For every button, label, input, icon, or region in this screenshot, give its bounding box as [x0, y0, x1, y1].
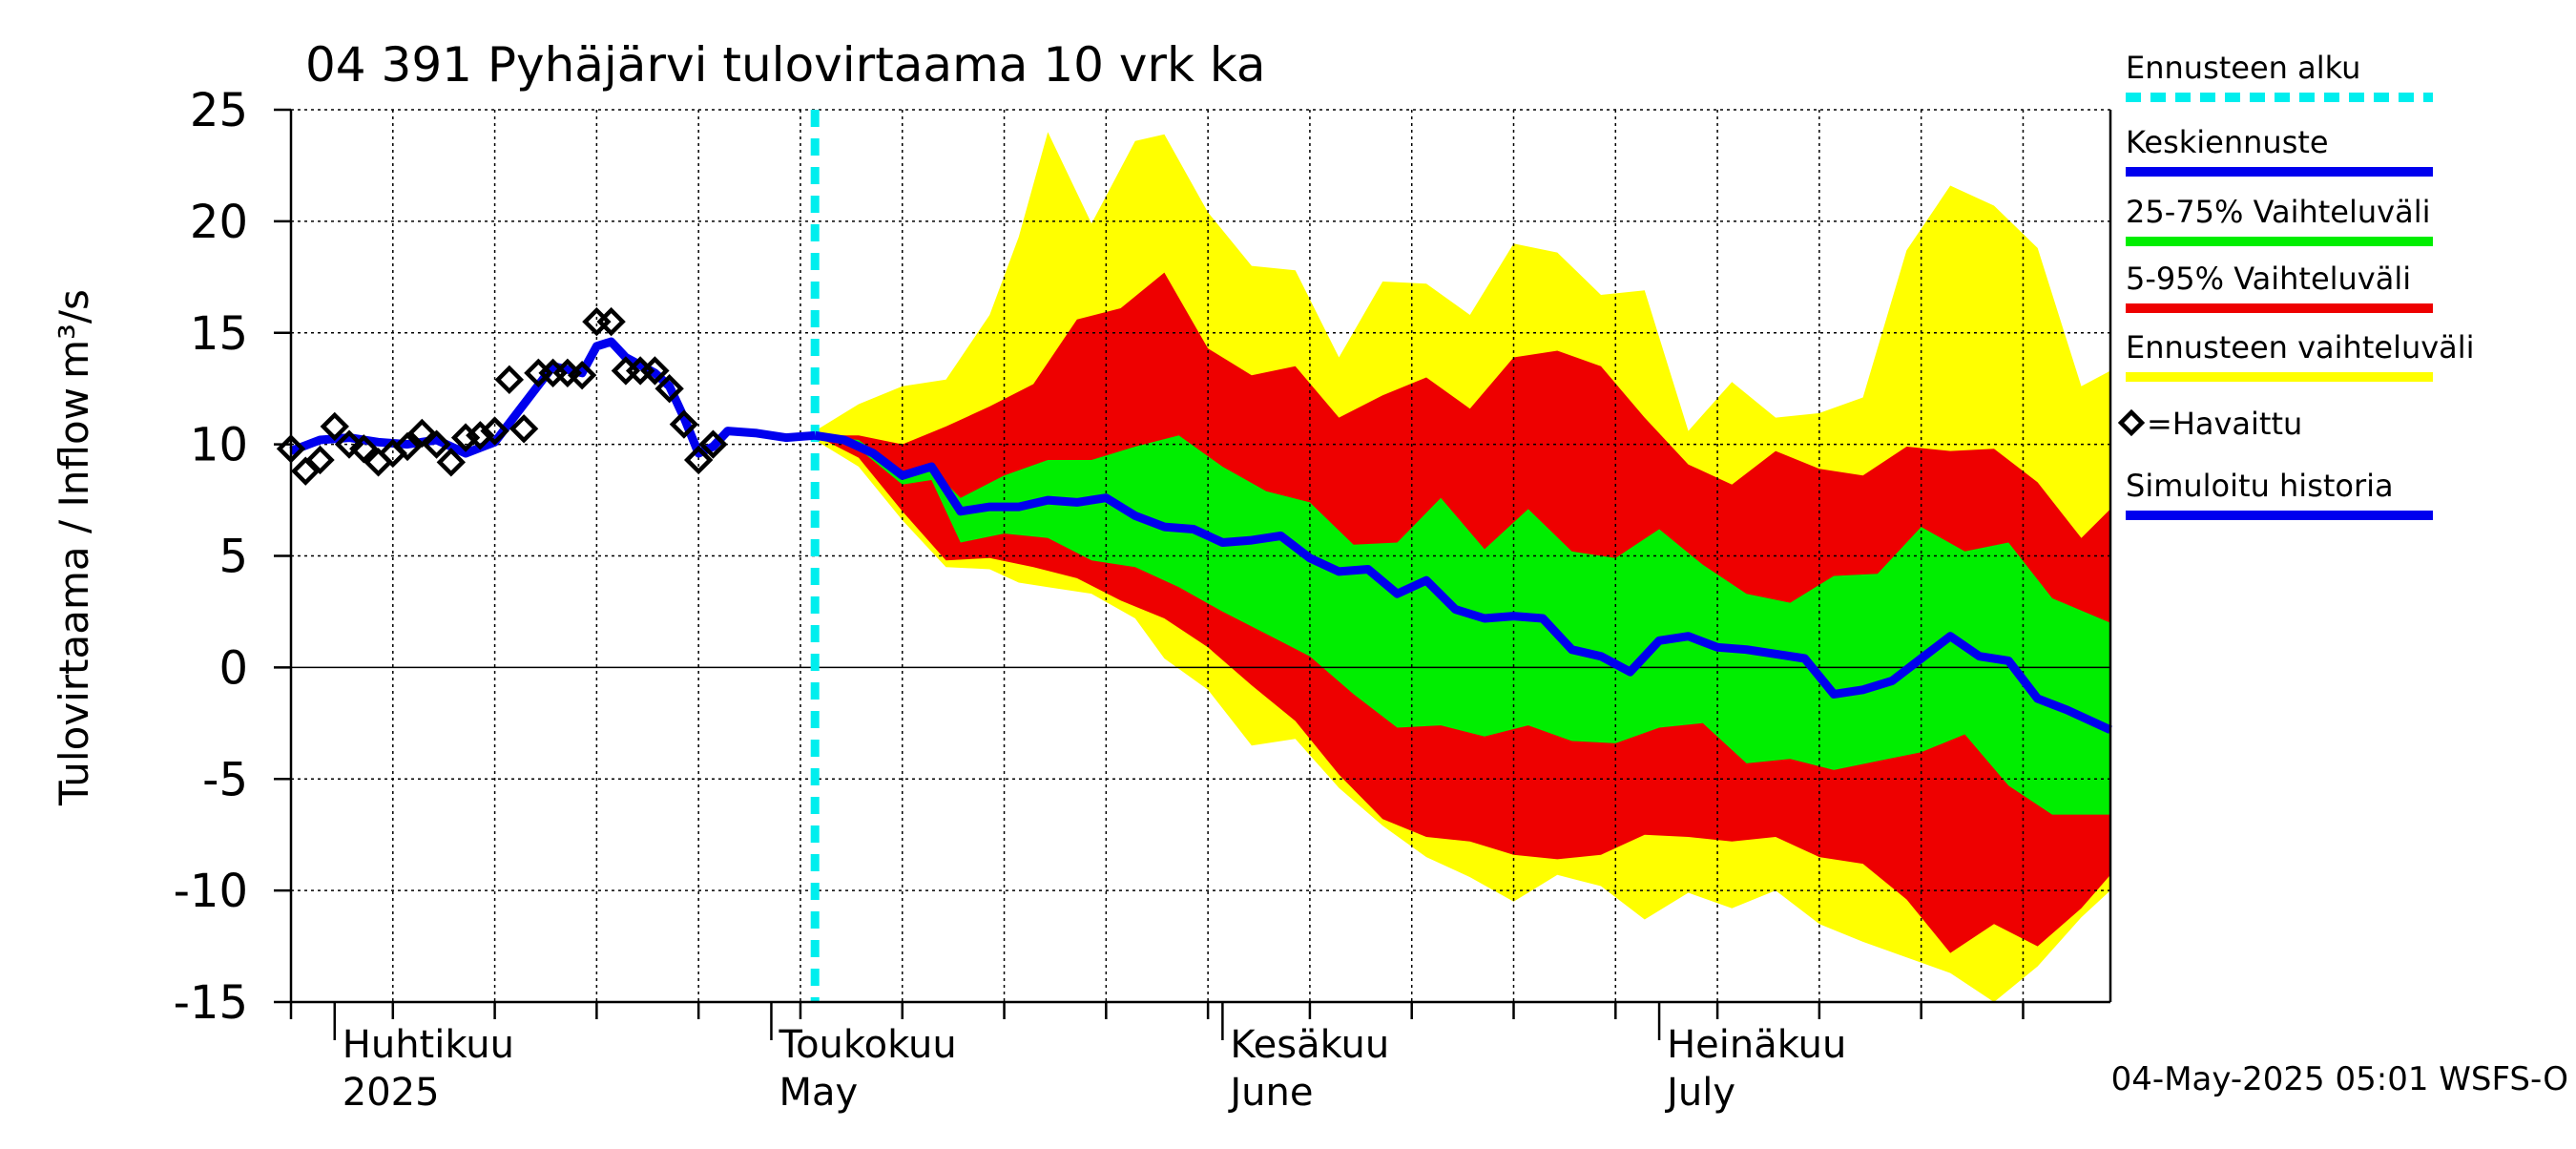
legend-label: 5-95% Vaihteluväli [2126, 261, 2411, 297]
observed-point [407, 418, 437, 449]
observed-point [392, 431, 423, 462]
observed-point [349, 434, 379, 464]
x-month-label-fi: Huhtikuu [343, 1023, 514, 1067]
observed-point [509, 414, 539, 444]
x-month-label-en: June [1227, 1071, 1313, 1115]
observed-point [305, 445, 335, 475]
y-tick-label: 25 [190, 84, 248, 137]
legend-label: =Havaittu [2147, 406, 2302, 442]
observed-point [582, 306, 612, 337]
observed-point [494, 365, 525, 395]
y-tick-label: 0 [218, 641, 248, 695]
median-forecast-line [814, 430, 2112, 734]
observed-point [422, 429, 451, 459]
x-month-label-fi: Heinäkuu [1667, 1023, 1846, 1067]
observed-point [683, 445, 714, 475]
observed-markers [276, 306, 728, 486]
observed-point [567, 360, 597, 390]
x-month-label-en: July [1664, 1071, 1735, 1115]
observed-point [669, 409, 699, 439]
legend: Ennusteen alku Keskiennuste 25-75% Vaihtel… [2117, 50, 2475, 520]
observed-point [320, 411, 349, 442]
x-month-label-fi: Toukokuu [778, 1023, 956, 1067]
y-tick-label: -5 [202, 753, 248, 806]
legend-label: Simuloitu historia [2126, 468, 2394, 504]
y-tick-label: 20 [190, 196, 248, 249]
simulated-history-line [289, 337, 816, 458]
legend-label: Keskiennuste [2126, 124, 2329, 160]
y-tick-label: -15 [174, 976, 248, 1030]
legend-label: 25-75% Vaihteluväli [2126, 194, 2430, 230]
legend-observed-marker [2117, 408, 2146, 437]
x-month-label-fi: Kesäkuu [1230, 1023, 1389, 1067]
forecast-bands [815, 132, 2111, 1002]
legend-label: Ennusteen alku [2126, 50, 2360, 86]
y-tick-label: -10 [174, 865, 248, 918]
observed-point [334, 429, 364, 459]
x-month-label-en: May [779, 1071, 858, 1115]
y-axis-label: Tulovirtaama / Inflow [51, 387, 97, 806]
axes: -15-10-50510152025Huhtikuu2025ToukokuuMa… [174, 84, 2112, 1115]
observed-point [436, 448, 466, 477]
observed-point [480, 416, 509, 446]
grid-lines [290, 109, 2110, 1003]
legend-label: Ennusteen vaihteluväli [2126, 329, 2475, 366]
observed-point [698, 429, 728, 459]
observed-point [640, 356, 670, 386]
band-25-75 [815, 435, 2111, 815]
x-month-label-en: 2025 [343, 1071, 440, 1115]
observed-point [654, 374, 684, 404]
y-tick-label: 15 [190, 307, 248, 361]
observed-point [596, 306, 626, 337]
footer-timestamp: 04-May-2025 05:01 WSFS-O [2111, 1060, 2568, 1098]
y-axis-unit: m³/s [51, 289, 97, 379]
observed-point [466, 421, 495, 450]
y-tick-label: 5 [218, 531, 248, 584]
y-tick-label: 10 [190, 419, 248, 472]
chart-title: 04 391 Pyhäjärvi tulovirtaama 10 vrk ka [305, 37, 1266, 93]
